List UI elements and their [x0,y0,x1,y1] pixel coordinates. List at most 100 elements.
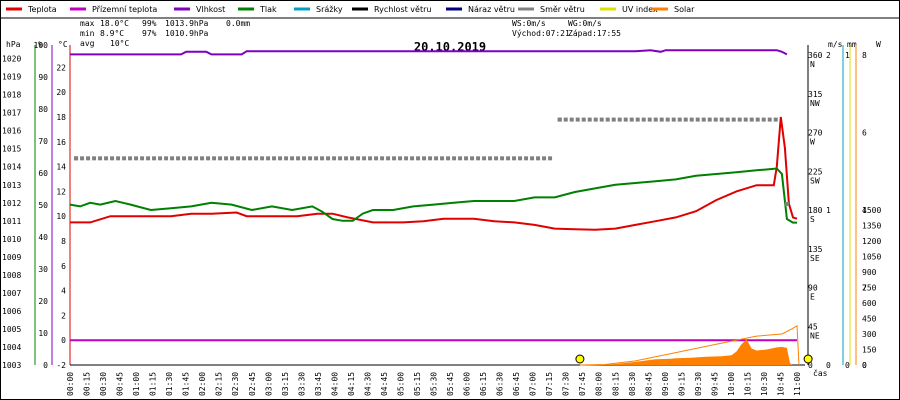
series-dot-dir [500,156,505,161]
legend-label: Rychlost větru [374,5,431,14]
tick-w: 450 [862,315,877,324]
tick-pct: 80 [38,105,48,114]
legend-label: Srážky [316,5,343,14]
series-dot-dir [260,156,265,161]
series-dot-dir [170,156,175,161]
series-dot-dir [410,156,415,161]
tick-c: -2 [56,361,66,370]
series-dot-dir [80,156,85,161]
tick-dir: 270 [808,129,823,138]
tick-c: 20 [56,88,66,97]
tick-x: 00:00 [66,372,75,396]
series-dot-dir [452,156,457,161]
series-dot-dir [266,156,271,161]
legend-label: Přízemní teplota [92,5,157,14]
series-line-solar_max [579,324,800,366]
tick-dir-name: N [810,60,815,69]
tick-c: 8 [61,237,66,246]
tick-dir: 135 [808,245,823,254]
series-dot-dir [206,156,211,161]
tick-w: 600 [862,299,877,308]
tick-hpa: 1013 [2,181,21,190]
series-dot-dir [218,156,223,161]
tick-c: 2 [61,311,66,320]
series-dot-dir [158,156,163,161]
series-dot-dir [755,117,760,122]
tick-x: 03:00 [264,372,273,396]
series-dot-dir [146,156,151,161]
tick-x: 10:45 [776,372,785,396]
tick-dir-name: NE [810,331,820,340]
series-dot-dir [611,117,616,122]
tick-dir-name: E [810,293,815,302]
axis-unit-x: čas [813,368,828,378]
tick-mm: 0 [845,361,850,370]
stat-max-hum: 99% [142,19,157,28]
tick-hpa: 1004 [2,343,21,352]
series-dot-dir [344,156,349,161]
tick-x: 01:45 [182,372,191,396]
series-dot-dir [464,156,469,161]
tick-x: 04:00 [330,372,339,396]
series-dot-dir [635,117,640,122]
tick-hpa: 1007 [2,289,21,298]
series-dot-dir [773,117,778,122]
tick-dir: 45 [808,322,818,331]
series-dot-dir [320,156,325,161]
series-dot-dir [86,156,91,161]
series-dot-dir [749,117,754,122]
series-dot-dir [623,117,628,122]
axis-unit-hpa: hPa [6,40,21,49]
tick-w: 1500 [862,206,881,215]
series-dot-dir [731,117,736,122]
legend-label: Směr větru [540,5,585,14]
series-area-solar [590,339,792,365]
stat-min-hum: 97% [142,29,157,38]
series-dot-dir [386,156,391,161]
tick-dir: 0 [808,361,813,370]
tick-w: 300 [862,330,877,339]
tick-uv: 0 [862,361,867,370]
series-dot-dir [116,156,121,161]
legend-label: UV index [622,5,658,14]
series-dot-dir [713,117,718,122]
series-dot-dir [737,117,742,122]
tick-x: 02:00 [198,372,207,396]
tick-hpa: 1020 [2,55,21,64]
tick-hpa: 1009 [2,253,21,262]
tick-x: 00:45 [116,372,125,396]
series-dot-dir [494,156,499,161]
series-line-hum [70,49,788,56]
tick-hpa: 1016 [2,127,21,136]
tick-x: 06:00 [463,372,472,396]
tick-hpa: 1010 [2,235,21,244]
series-dot-dir [398,156,403,161]
series-dot-dir [653,117,658,122]
stat-min-label: min [80,29,95,38]
series-dot-dir [98,156,103,161]
stat-min-temp: 8.9°C [100,29,124,38]
series-dot-dir [512,156,517,161]
tick-w: 1200 [862,237,881,246]
series-dot-dir [128,156,133,161]
tick-x: 08:30 [628,372,637,396]
tick-x: 09:00 [661,372,670,396]
stat-max-label: max [80,19,95,28]
legend-label: Náraz větru [468,5,515,14]
tick-x: 02:30 [231,372,240,396]
series-dot-dir [641,117,646,122]
series-dot-dir [416,156,421,161]
series-dot-dir [548,156,553,161]
tick-w: 150 [862,346,877,355]
tick-hpa: 1011 [2,217,21,226]
tick-x: 10:00 [727,372,736,396]
tick-w: 750 [862,284,877,293]
tick-x: 00:15 [83,372,92,396]
series-dot-dir [784,201,789,206]
series-dot-dir [422,156,427,161]
tick-x: 05:15 [413,372,422,396]
series-dot-dir [587,117,592,122]
tick-pct: 50 [38,201,48,210]
axis-unit-w: W [876,40,881,49]
